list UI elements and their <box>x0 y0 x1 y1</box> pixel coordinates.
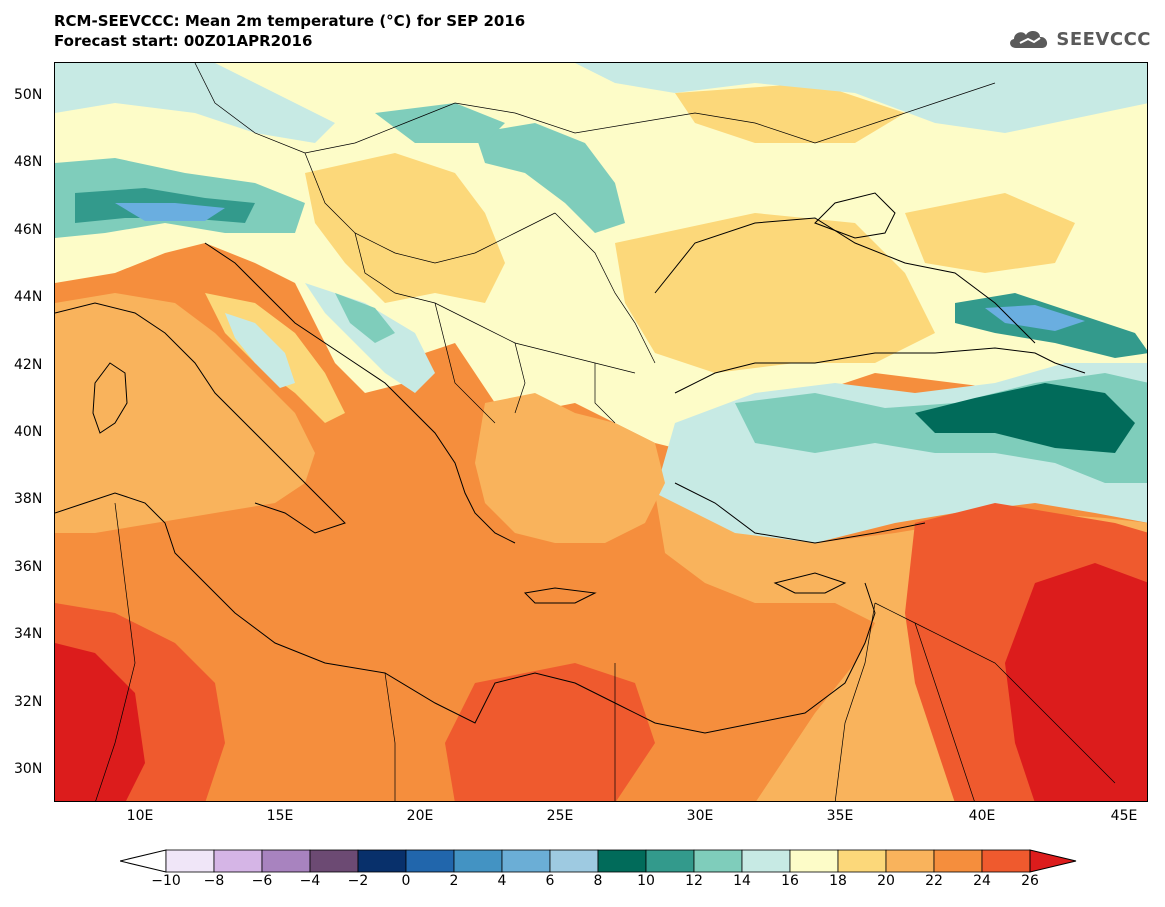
colorbar-swatch <box>693 849 743 873</box>
map-canvas <box>55 63 1147 801</box>
colorbar-tick-label: −2 <box>347 873 369 889</box>
lat-label-40n: 40N <box>14 424 43 440</box>
lon-label-20e: 20E <box>406 808 434 824</box>
colorbar-under-triangle <box>120 849 167 873</box>
colorbar-swatch <box>645 849 695 873</box>
colorbar-tick-label: 14 <box>733 873 751 889</box>
lat-label-38n: 38N <box>14 491 43 507</box>
lon-label-10e: 10E <box>126 808 154 824</box>
colorbar-tick-label: 22 <box>925 873 943 889</box>
lat-label-36n: 36N <box>14 559 43 575</box>
crimea-warm-patch <box>905 193 1075 273</box>
map-title: RCM-SEEVCCC: Mean 2m temperature (°C) fo… <box>54 12 526 30</box>
colorbar-tick-label: −8 <box>203 873 225 889</box>
lon-label-35e: 35E <box>826 808 854 824</box>
seevccc-logo: SEEVCCC <box>1006 26 1151 52</box>
colorbar-tick-label: 2 <box>449 873 459 889</box>
colorbar-tick-label: 26 <box>1021 873 1039 889</box>
lat-label-32n: 32N <box>14 694 43 710</box>
lat-label-44n: 44N <box>14 289 43 305</box>
colorbar-swatch <box>885 849 935 873</box>
carpathian-cool-band <box>475 123 625 233</box>
colorbar-swatch <box>597 849 647 873</box>
lon-label-15e: 15E <box>266 808 294 824</box>
colorbar-swatch <box>453 849 503 873</box>
ukraine-warm-patch <box>675 83 905 143</box>
libya-hot-patch <box>445 663 655 801</box>
italy-tyrrhenian-field <box>55 293 315 533</box>
colorbar <box>120 849 1077 873</box>
colorbar-tick-label: 10 <box>637 873 655 889</box>
colorbar-swatch <box>309 849 359 873</box>
lat-label-34n: 34N <box>14 626 43 642</box>
pannonian-warm-patch <box>305 153 505 303</box>
colorbar-swatch <box>549 849 599 873</box>
lon-label-45e: 45E <box>1110 808 1138 824</box>
colorbar-tick-label: 0 <box>401 873 411 889</box>
forecast-start-label: Forecast start: 00Z01APR2016 <box>54 32 313 50</box>
coastlines <box>55 192 1086 734</box>
colorbar-swatch <box>213 849 263 873</box>
colorbar-swatch <box>933 849 983 873</box>
mesopotamia-hottest-field <box>1005 563 1147 801</box>
colorbar-tick-label: 4 <box>497 873 507 889</box>
lon-label-30e: 30E <box>686 808 714 824</box>
colorbar-tick-label: 20 <box>877 873 895 889</box>
country-borders <box>95 63 1116 801</box>
colorbar-tick-label: 18 <box>829 873 847 889</box>
colorbar-swatch <box>165 849 215 873</box>
lat-label-42n: 42N <box>14 357 43 373</box>
lon-label-25e: 25E <box>546 808 574 824</box>
colorbar-tick-label: 24 <box>973 873 991 889</box>
dinaric-cold-band <box>335 293 395 343</box>
colorbar-tick-label: −4 <box>299 873 321 889</box>
colorbar-swatch <box>501 849 551 873</box>
lat-label-50n: 50N <box>14 87 43 103</box>
colorbar-swatch <box>981 849 1031 873</box>
lat-label-30n: 30N <box>14 761 43 777</box>
colorbar-tick-label: 8 <box>593 873 603 889</box>
colorbar-swatch <box>261 849 311 873</box>
aegean-warm-field <box>475 393 665 543</box>
temperature-map <box>54 62 1148 802</box>
apennines-cool-patch <box>225 313 295 388</box>
central-europe-cool-field <box>55 63 335 143</box>
colorbar-swatch <box>357 849 407 873</box>
lat-label-48n: 48N <box>14 154 43 170</box>
alps-coldest-band <box>115 203 225 221</box>
north-cool-field <box>575 63 1147 133</box>
caucasus-coldest-band <box>985 305 1085 331</box>
colorbar-tick-label: 12 <box>685 873 703 889</box>
lat-label-46n: 46N <box>14 222 43 238</box>
logo-text: SEEVCCC <box>1056 28 1151 50</box>
lon-label-40e: 40E <box>968 808 996 824</box>
colorbar-swatch <box>741 849 791 873</box>
colorbar-swatch <box>789 849 839 873</box>
cloud-logo-icon <box>1010 31 1048 48</box>
colorbar-tick-label: 16 <box>781 873 799 889</box>
black-sea-warm-patch <box>615 213 935 373</box>
colorbar-swatch <box>405 849 455 873</box>
colorbar-tick-label: −6 <box>251 873 273 889</box>
tatra-cool-band <box>375 103 505 143</box>
colorbar-swatch <box>837 849 887 873</box>
east-anatolia-coldest-band <box>915 383 1135 453</box>
colorbar-tick-label: 6 <box>545 873 555 889</box>
colorbar-tick-label: −10 <box>151 873 181 889</box>
north-africa-hottest-field <box>55 643 145 801</box>
colorbar-over-triangle <box>1029 849 1077 873</box>
